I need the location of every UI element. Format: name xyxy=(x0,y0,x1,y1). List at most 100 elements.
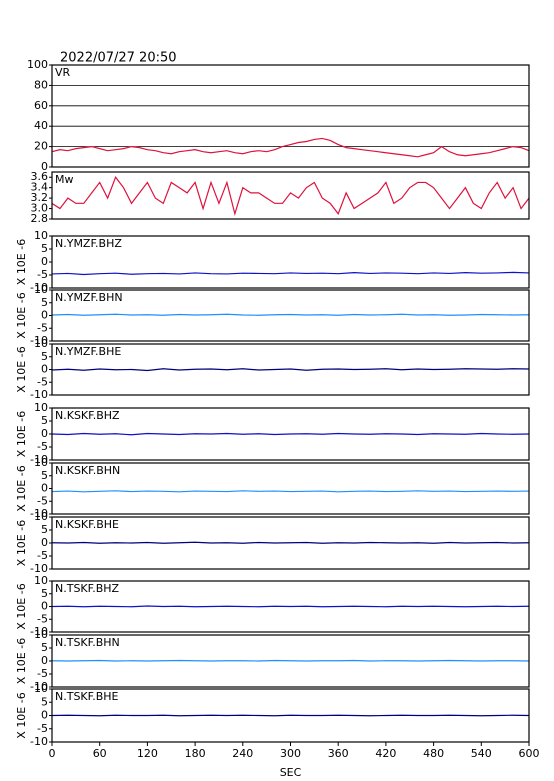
panel-frame xyxy=(51,634,530,688)
y-tick-label: 100 xyxy=(27,58,48,71)
y-tick-label: -10 xyxy=(30,281,48,294)
y-tick-label: 0 xyxy=(41,482,48,495)
y-tick-label: -5 xyxy=(37,321,48,334)
x-tick-label: 240 xyxy=(232,747,253,760)
y-tick-label: 10 xyxy=(34,510,48,523)
y-tick-label: -10 xyxy=(30,507,48,520)
panel-label: N.YMZF.BHE xyxy=(55,345,121,358)
y-axis-label: X 10E -6 xyxy=(15,638,28,684)
y-tick-label: 5 xyxy=(41,523,48,536)
y-axis-label: X 10E -6 xyxy=(15,292,28,338)
x-tick-label: 420 xyxy=(375,747,396,760)
y-tick-label: -10 xyxy=(30,453,48,466)
panel-label: VR xyxy=(55,66,71,79)
y-tick-label: 5 xyxy=(41,242,48,255)
y-tick-label: 5 xyxy=(41,469,48,482)
panel-frame xyxy=(51,516,530,570)
y-tick-label: 5 xyxy=(41,695,48,708)
panel-label: Mw xyxy=(55,173,74,186)
y-tick-label: 2.8 xyxy=(31,212,49,225)
panel-label: N.YMZF.BHZ xyxy=(55,237,122,250)
y-tick-label: 3.0 xyxy=(31,202,49,215)
y-axis-label: X 10E -6 xyxy=(15,239,28,285)
panel-label: N.TSKF.BHE xyxy=(55,690,119,703)
y-tick-label: 80 xyxy=(34,78,48,91)
panel-label: N.TSKF.BHN xyxy=(55,636,120,649)
y-tick-label: 10 xyxy=(34,456,48,469)
panel-frame xyxy=(51,289,530,342)
y-tick-label: 3.2 xyxy=(31,191,49,204)
y-axis-label: X 10E -6 xyxy=(15,411,28,457)
x-tick-label: 360 xyxy=(328,747,349,760)
y-tick-label: -10 xyxy=(30,562,48,575)
y-tick-label: 10 xyxy=(34,628,48,641)
data-line xyxy=(51,714,530,717)
y-tick-label: 0 xyxy=(41,363,48,376)
x-tick-label: 540 xyxy=(471,747,492,760)
y-tick-label: 40 xyxy=(34,119,48,132)
panel-frame xyxy=(51,343,530,396)
y-tick-label: 10 xyxy=(34,337,48,350)
y-tick-label: 10 xyxy=(34,682,48,695)
data-line xyxy=(51,175,530,217)
y-tick-label: 20 xyxy=(34,140,48,153)
data-line xyxy=(51,313,530,316)
panel-frame xyxy=(51,235,530,289)
y-tick-label: -10 xyxy=(30,735,48,748)
y-tick-label: 0 xyxy=(41,600,48,613)
y-tick-label: -10 xyxy=(30,625,48,638)
y-tick-label: 0 xyxy=(41,709,48,722)
y-tick-label: 10 xyxy=(34,283,48,296)
y-tick-label: -5 xyxy=(37,667,48,680)
x-tick-label: 180 xyxy=(185,747,206,760)
y-tick-label: 0 xyxy=(41,654,48,667)
panel-frame xyxy=(51,407,530,461)
y-tick-label: 0 xyxy=(41,255,48,268)
y-tick-label: -5 xyxy=(37,375,48,388)
panel-frame xyxy=(51,462,530,515)
data-line xyxy=(51,659,530,662)
y-tick-label: -5 xyxy=(37,494,48,507)
y-tick-label: 5 xyxy=(41,350,48,363)
y-axis-label: X 10E -6 xyxy=(15,583,28,629)
x-axis-label: SEC xyxy=(280,766,302,779)
y-tick-label: 3.6 xyxy=(31,170,49,183)
x-tick-label: 120 xyxy=(137,747,158,760)
panel-frame xyxy=(51,580,530,633)
data-line xyxy=(51,432,530,436)
y-tick-label: 0 xyxy=(41,309,48,322)
y-tick-label: 60 xyxy=(34,99,48,112)
y-tick-label: 3.4 xyxy=(31,181,49,194)
y-axis-label: X 10E -6 xyxy=(15,692,28,738)
data-line xyxy=(51,605,530,608)
y-tick-label: -10 xyxy=(30,388,48,401)
y-tick-label: -5 xyxy=(37,612,48,625)
y-tick-label: 10 xyxy=(34,229,48,242)
panel-label: N.KSKF.BHZ xyxy=(55,409,120,422)
y-tick-label: -10 xyxy=(30,680,48,693)
y-tick-label: -5 xyxy=(37,549,48,562)
y-tick-label: 0 xyxy=(41,427,48,440)
y-tick-label: 0 xyxy=(41,536,48,549)
y-tick-label: 5 xyxy=(41,414,48,427)
x-tick-label: 300 xyxy=(280,747,301,760)
y-tick-label: 5 xyxy=(41,641,48,654)
y-tick-label: 10 xyxy=(34,574,48,587)
x-tick-label: 0 xyxy=(49,747,56,760)
y-tick-label: 10 xyxy=(34,401,48,414)
y-tick-label: -5 xyxy=(37,722,48,735)
data-line xyxy=(51,541,530,544)
panel-label: N.TSKF.BHZ xyxy=(55,582,120,595)
x-tick-label: 480 xyxy=(423,747,444,760)
y-tick-label: -5 xyxy=(37,268,48,281)
panel-label: N.KSKF.BHN xyxy=(55,464,120,477)
y-tick-label: -10 xyxy=(30,334,48,347)
y-tick-label: -5 xyxy=(37,440,48,453)
panel-frame xyxy=(51,64,530,168)
y-tick-label: 0 xyxy=(41,160,48,173)
data-line xyxy=(51,271,530,276)
x-tick-label: 60 xyxy=(93,747,107,760)
y-tick-label: 5 xyxy=(41,296,48,309)
